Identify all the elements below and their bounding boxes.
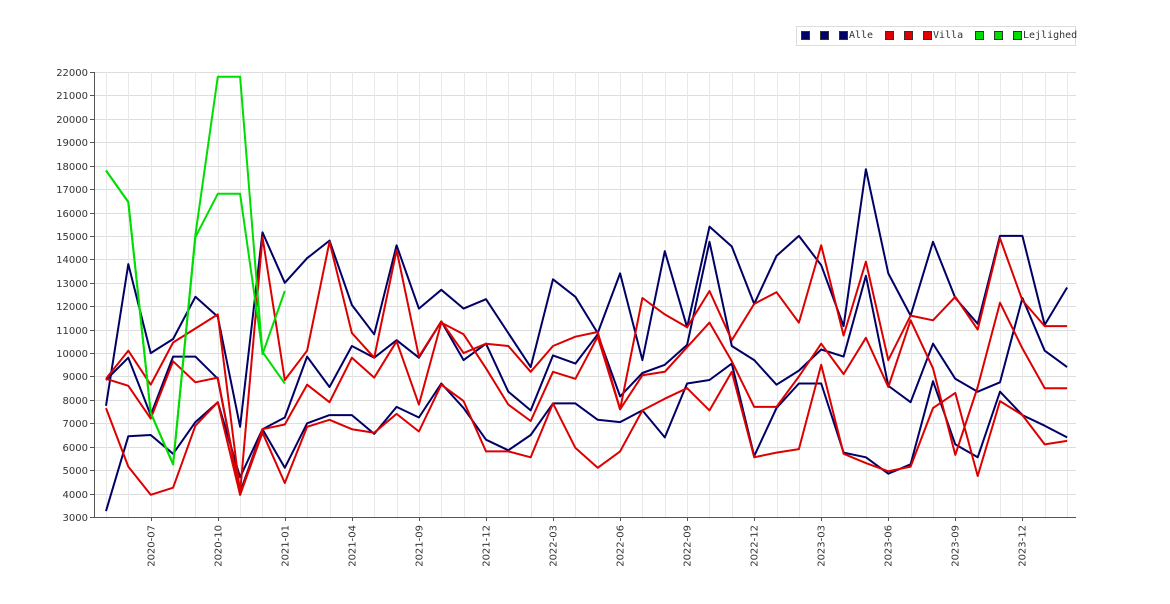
y-tick-label: 17000 — [56, 185, 88, 196]
series-line-villa-6 — [105, 363, 1068, 496]
x-tick-label: 2022-09 — [683, 525, 694, 567]
series-line-alle-2 — [105, 240, 1068, 494]
y-tick-label: 19000 — [56, 138, 88, 149]
y-tick-label: 16000 — [56, 209, 88, 220]
legend: Alle Villa Lejlighed — [796, 26, 1077, 46]
axes: 3000 4000 5000 6000 7000 8000 9000 10000 11000 12… — [56, 68, 1076, 567]
legend-swatch-alle-1 — [801, 30, 810, 40]
grid — [94, 72, 1076, 518]
series-line-alle-1 — [105, 168, 1068, 428]
y-tick-label: 20000 — [56, 115, 88, 126]
y-tick-label: 15000 — [56, 232, 88, 243]
x-tick-label: 2021-12 — [482, 525, 493, 567]
x-tick-label: 2022-12 — [750, 525, 761, 567]
legend-item-villa: Villa — [885, 29, 963, 43]
y-tick-label: 6000 — [63, 443, 88, 454]
legend-swatch-alle-3 — [839, 30, 848, 40]
x-tick-label: 2020-10 — [214, 525, 225, 567]
x-tick-label: 2023-06 — [884, 525, 895, 567]
x-tick-label: 2021-09 — [415, 525, 426, 567]
y-tick-label: 13000 — [56, 279, 88, 290]
y-tick-label: 12000 — [56, 302, 88, 313]
legend-swatch-alle-2 — [820, 30, 829, 40]
legend-label-villa: Villa — [933, 30, 964, 41]
legend-item-lejlighed: Lejlighed — [975, 29, 1077, 43]
y-tick-label: 11000 — [56, 326, 88, 337]
y-tick-label: 10000 — [56, 349, 88, 360]
y-tick-label: 7000 — [63, 419, 88, 430]
legend-label-lejlighed: Lejlighed — [1023, 30, 1078, 41]
legend-swatch-villa-3 — [923, 30, 932, 40]
x-tick-label: 2022-06 — [616, 525, 627, 567]
y-tick-label: 8000 — [63, 396, 88, 407]
legend-swatch-villa-2 — [904, 30, 913, 40]
y-tick-label: 14000 — [56, 255, 88, 266]
x-tick-label: 2022-03 — [549, 525, 560, 567]
legend-swatch-lejlighed-2 — [994, 30, 1003, 40]
legend-item-alle: Alle — [801, 29, 873, 43]
legend-swatch-lejlighed-3 — [1013, 30, 1022, 40]
y-tick-label: 4000 — [63, 490, 88, 501]
legend-swatch-lejlighed-1 — [975, 30, 984, 40]
y-tick-label: 3000 — [63, 513, 88, 524]
y-tick-label: 22000 — [56, 68, 88, 79]
x-tick-label: 2023-03 — [817, 525, 828, 567]
legend-label-alle: Alle — [849, 30, 874, 41]
x-tick-label: 2023-09 — [951, 525, 962, 567]
y-tick-label: 18000 — [56, 162, 88, 173]
x-tick-label: 2021-01 — [281, 525, 292, 567]
y-tick-label: 9000 — [63, 372, 88, 383]
x-tick-label: 2020-07 — [147, 525, 158, 567]
x-tick-label: 2021-04 — [348, 525, 359, 567]
y-tick-label: 5000 — [63, 466, 88, 477]
series-lines — [105, 75, 1068, 512]
series-line-villa-4 — [105, 236, 1068, 494]
series-line-lejlighed-8 — [105, 169, 286, 466]
legend-swatch-villa-1 — [885, 30, 894, 40]
y-tick-label: 21000 — [56, 91, 88, 102]
x-tick-label: 2023-12 — [1018, 525, 1029, 567]
series-line-alle-3 — [105, 362, 1068, 512]
series-line-villa-5 — [105, 301, 1068, 496]
